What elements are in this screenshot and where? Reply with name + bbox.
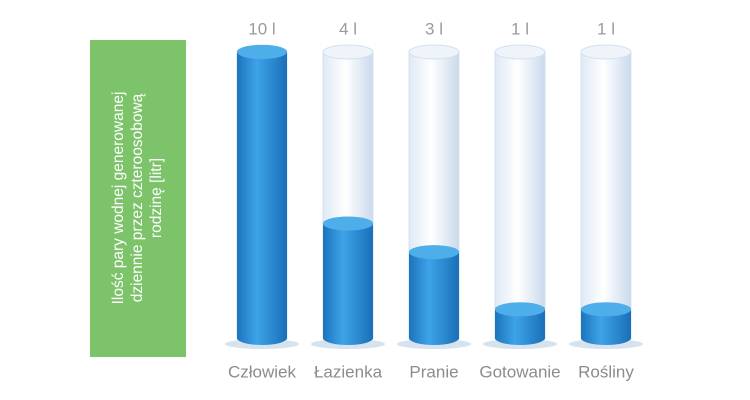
x-tick-label: Pranie xyxy=(409,362,458,381)
bar xyxy=(323,216,373,345)
bar xyxy=(409,245,459,345)
bar-top xyxy=(495,302,545,317)
value-label: 1 l xyxy=(597,19,615,38)
x-tick-label: Gotowanie xyxy=(479,362,560,381)
tube-top xyxy=(408,44,460,60)
value-label: 10 l xyxy=(248,19,275,38)
x-tick-label: Rośliny xyxy=(578,362,634,381)
x-tick-label: Człowiek xyxy=(228,362,297,381)
value-label: 1 l xyxy=(511,19,529,38)
bar-top xyxy=(323,216,373,231)
y-axis-label-line: dziennie przez czteroosobową xyxy=(129,93,146,302)
y-axis-label-line: Ilość pary wodnej generowanej xyxy=(110,92,127,305)
tube-top xyxy=(580,44,632,60)
ylabel-box xyxy=(90,40,186,357)
y-axis-label: Ilość pary wodnej generowanej dziennie pr… xyxy=(110,92,165,305)
bar xyxy=(237,45,287,345)
tube-top xyxy=(494,44,546,60)
tube-top xyxy=(322,44,374,60)
value-label: 4 l xyxy=(339,19,357,38)
bar-top xyxy=(409,245,459,260)
bar-top xyxy=(581,302,631,317)
tube xyxy=(494,51,546,346)
x-tick-label: Łazienka xyxy=(314,362,383,381)
tube xyxy=(580,51,632,346)
y-axis-label-line: rodzinę [litr] xyxy=(148,158,165,238)
value-label: 3 l xyxy=(425,19,443,38)
bar-top xyxy=(237,45,287,59)
